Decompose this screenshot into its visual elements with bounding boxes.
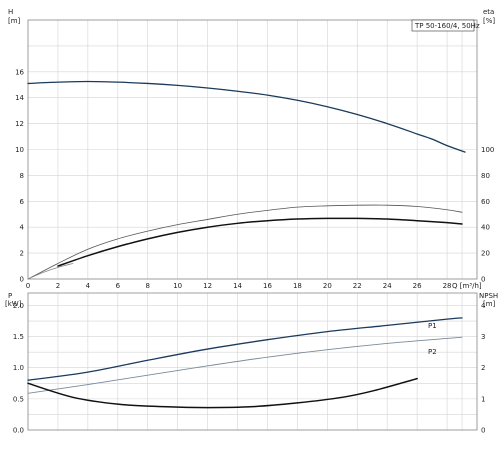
right-tick-label: 80 — [481, 172, 490, 180]
npsh-axis-label-top: NPSH — [479, 292, 498, 300]
left-tick-label: 14 — [15, 94, 24, 102]
right-tick-label: 0 — [481, 276, 485, 284]
x-tick-label: 6 — [116, 282, 121, 290]
left-tick-label: 1.5 — [13, 333, 24, 341]
x-tick-label: 24 — [383, 282, 392, 290]
title-box — [411, 19, 475, 32]
power-axis-label-unit: [kW] — [5, 300, 22, 308]
x-tick-label: 10 — [173, 282, 182, 290]
left-tick-label: 8 — [20, 172, 24, 180]
left-tick-label: 0 — [20, 276, 24, 284]
series-line-h — [27, 80, 466, 153]
left-tick-label: 6 — [20, 198, 25, 206]
left-tick-label: 12 — [15, 120, 24, 128]
x-tick-label: 14 — [233, 282, 242, 290]
series-line-p1 — [27, 317, 463, 381]
right-tick-label: 4 — [481, 302, 486, 310]
right-tick-label: 1 — [481, 395, 485, 403]
series-label-p2: P2 — [428, 348, 437, 356]
x-tick-label: 8 — [145, 282, 149, 290]
left-tick-label: 4 — [20, 224, 25, 232]
left-tick-label: 1.0 — [13, 364, 24, 372]
series-layer — [27, 80, 466, 409]
tick-layer: 0 2 4 6 8 10 12 14 16 18 20 22 24 26 28024681012141602… — [13, 68, 495, 434]
right-tick-label: 100 — [481, 146, 494, 154]
x-tick-label: 28 — [443, 282, 452, 290]
series-line-p2 — [27, 336, 463, 394]
eta-axis-label-unit: [%] — [483, 17, 495, 25]
series-line-eta-base — [27, 263, 74, 280]
eta-axis-label-top: eta — [483, 8, 494, 16]
power-axis-label-top: P — [8, 292, 12, 300]
right-tick-label: 0 — [481, 427, 485, 435]
x-tick-label: 20 — [323, 282, 332, 290]
right-tick-label: 60 — [481, 198, 490, 206]
right-tick-label: 3 — [481, 333, 485, 341]
series-label-p1: P1 — [428, 322, 437, 330]
left-tick-label: 0.5 — [13, 395, 24, 403]
chart-title: TP 50-160/4, 50Hz — [414, 22, 480, 30]
left-tick-label: 2.0 — [13, 302, 24, 310]
x-tick-label: 26 — [413, 282, 422, 290]
left-tick-label: 0.0 — [13, 427, 24, 435]
left-tick-label: 2 — [20, 250, 24, 258]
x-tick-label: 12 — [203, 282, 212, 290]
x-tick-label: 4 — [86, 282, 91, 290]
head-axis-label-unit: [m] — [8, 17, 21, 25]
left-tick-label: 10 — [15, 146, 24, 154]
x-tick-label: 18 — [293, 282, 302, 290]
x-axis-label: Q [m³/h] — [452, 282, 482, 290]
series-line-npsh — [27, 377, 418, 409]
right-tick-label: 20 — [481, 250, 490, 258]
frame-layer — [27, 19, 478, 431]
series-line-eta-inner — [57, 217, 463, 267]
x-tick-label: 2 — [56, 282, 60, 290]
head-axis-label-top: H — [8, 8, 13, 16]
panel-frame-power — [27, 292, 478, 431]
x-tick-label: 16 — [263, 282, 272, 290]
series-line-eta-outer — [27, 204, 463, 280]
npsh-axis-label-unit: [m] — [483, 300, 496, 308]
panel-frame-head — [27, 19, 478, 280]
right-tick-label: 40 — [481, 224, 490, 232]
right-tick-label: 2 — [481, 364, 485, 372]
left-tick-label: 16 — [15, 68, 24, 76]
x-tick-label: 0 — [26, 282, 30, 290]
x-tick-label: 22 — [353, 282, 362, 290]
